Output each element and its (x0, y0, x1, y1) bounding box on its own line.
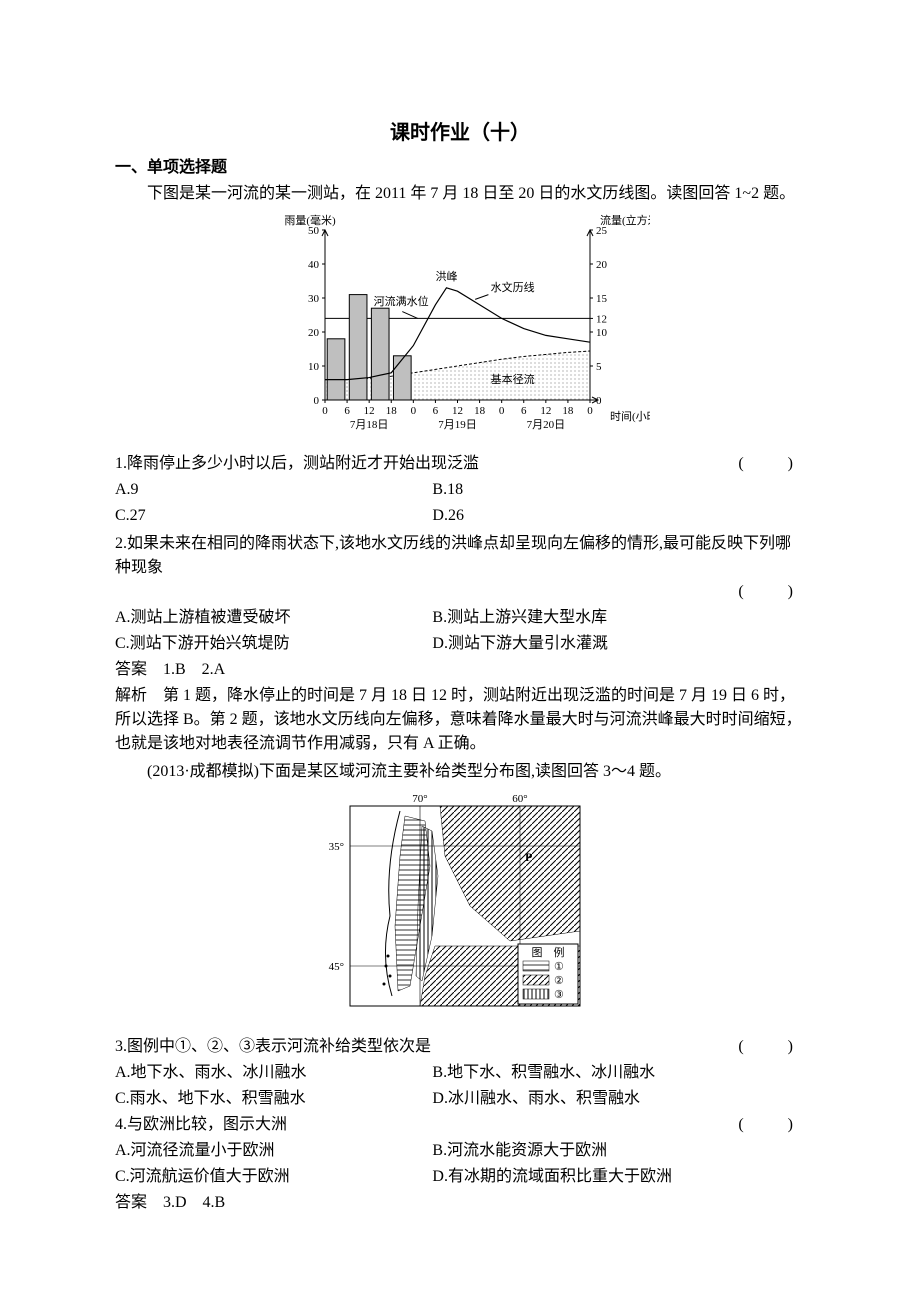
svg-text:6: 6 (433, 405, 439, 417)
q2-options-row2: C.测站下游开始兴筑堤防 D.测站下游大量引水灌溉 (115, 632, 805, 656)
q4-options-row1: A.河流径流量小于欧洲 B.河流水能资源大于欧洲 (115, 1139, 805, 1163)
chart-1-container: 0102030405005101215202506121806121806121… (115, 210, 805, 448)
q1-text: 1.降雨停止多少小时以后，测站附近才开始出现泛滥 (115, 452, 738, 476)
q4-text: 4.与欧洲比较，图示大洲 (115, 1113, 738, 1137)
svg-text:20: 20 (308, 327, 320, 339)
svg-text:洪峰: 洪峰 (435, 269, 457, 283)
q1-opt-a: A.9 (115, 478, 432, 502)
svg-text:12: 12 (364, 405, 375, 417)
svg-text:0: 0 (322, 405, 328, 417)
svg-text:P: P (525, 850, 532, 864)
svg-text:12: 12 (452, 405, 463, 417)
q4-opt-b: B.河流水能资源大于欧洲 (432, 1139, 805, 1163)
section-header: 一、单项选择题 (115, 156, 805, 180)
intro-text-2: (2013·成都模拟)下面是某区域河流主要补给类型分布图,读图回答 3～4 题。 (115, 760, 805, 784)
q1-opt-d: D.26 (432, 504, 805, 528)
svg-text:12: 12 (540, 405, 551, 417)
svg-text:5: 5 (596, 361, 602, 373)
q4-options-row2: C.河流航运价值大于欧洲 D.有冰期的流域面积比重大于欧洲 (115, 1165, 805, 1189)
q4-opt-a: A.河流径流量小于欧洲 (115, 1139, 432, 1163)
question-4: 4.与欧洲比较，图示大洲 ( ) (115, 1113, 805, 1137)
answer-blank: ( ) (738, 1035, 805, 1059)
svg-text:30: 30 (308, 293, 320, 305)
q4-opt-d: D.有冰期的流域面积比重大于欧洲 (432, 1165, 805, 1189)
q3-text: 3.图例中①、②、③表示河流补给类型依次是 (115, 1035, 738, 1059)
svg-text:18: 18 (562, 405, 574, 417)
svg-text:7月18日: 7月18日 (350, 419, 389, 431)
region-map: 70° 60° 35° 45° P 图 例 ① ② ③ (310, 788, 610, 1023)
svg-text:10: 10 (308, 361, 320, 373)
svg-text:20: 20 (596, 259, 608, 271)
q2-paren-row: ( ) (115, 580, 805, 604)
hydrograph-chart: 0102030405005101215202506121806121806121… (270, 210, 650, 440)
q2-opt-b: B.测站上游兴建大型水库 (432, 606, 805, 630)
svg-text:10: 10 (596, 327, 608, 339)
svg-text:流量(立方米/秒): 流量(立方米/秒) (600, 213, 650, 227)
answer-blank: ( ) (738, 452, 805, 476)
svg-text:15: 15 (596, 293, 608, 305)
answer-34: 答案 3.D 4.B (115, 1191, 805, 1215)
svg-text:0: 0 (499, 405, 505, 417)
analysis-12: 解析 第 1 题，降水停止的时间是 7 月 18 日 12 时，测站附近出现泛滥… (115, 684, 805, 756)
svg-text:图 例: 图 例 (532, 945, 565, 959)
svg-text:0: 0 (587, 405, 593, 417)
svg-text:雨量(毫米): 雨量(毫米) (284, 213, 336, 227)
q2-options-row1: A.测站上游植被遭受破坏 B.测站上游兴建大型水库 (115, 606, 805, 630)
answer-blank: ( ) (738, 580, 805, 604)
q3-opt-d: D.冰川融水、雨水、积雪融水 (432, 1087, 805, 1111)
svg-text:②: ② (554, 975, 564, 987)
answer-12: 答案 1.B 2.A (115, 658, 805, 682)
svg-text:③: ③ (554, 989, 564, 1001)
question-1: 1.降雨停止多少小时以后，测站附近才开始出现泛滥 ( ) (115, 452, 805, 476)
svg-text:7月20日: 7月20日 (527, 419, 566, 431)
q1-options-row2: C.27 D.26 (115, 504, 805, 528)
svg-text:18: 18 (474, 405, 486, 417)
q3-opt-b: B.地下水、积雪融水、冰川融水 (432, 1061, 805, 1085)
q1-opt-c: C.27 (115, 504, 432, 528)
svg-text:6: 6 (344, 405, 350, 417)
q3-options-row1: A.地下水、雨水、冰川融水 B.地下水、积雪融水、冰川融水 (115, 1061, 805, 1085)
map-container: 70° 60° 35° 45° P 图 例 ① ② ③ (115, 788, 805, 1031)
svg-text:60°: 60° (512, 793, 527, 805)
svg-text:0: 0 (314, 395, 320, 407)
svg-text:6: 6 (521, 405, 527, 417)
q2-opt-d: D.测站下游大量引水灌溉 (432, 632, 805, 656)
intro-text-1: 下图是某一河流的某一测站，在 2011 年 7 月 18 日至 20 日的水文历… (115, 182, 805, 206)
svg-text:12: 12 (596, 313, 607, 325)
svg-text:河流满水位: 河流满水位 (374, 294, 429, 308)
question-3: 3.图例中①、②、③表示河流补给类型依次是 ( ) (115, 1035, 805, 1059)
svg-text:70°: 70° (412, 793, 427, 805)
svg-text:7月19日: 7月19日 (438, 419, 477, 431)
q1-opt-b: B.18 (432, 478, 805, 502)
q2-text: 2.如果未来在相同的降雨状态下,该地水文历线的洪峰点却呈现向左偏移的情形,最可能… (115, 532, 805, 580)
page-title: 课时作业（十） (115, 118, 805, 148)
svg-text:①: ① (554, 961, 564, 973)
svg-text:0: 0 (596, 395, 602, 407)
svg-text:基本径流: 基本径流 (491, 372, 535, 386)
svg-text:40: 40 (308, 259, 320, 271)
svg-text:18: 18 (386, 405, 398, 417)
svg-text:45°: 45° (329, 961, 344, 973)
q4-opt-c: C.河流航运价值大于欧洲 (115, 1165, 432, 1189)
q3-opt-a: A.地下水、雨水、冰川融水 (115, 1061, 432, 1085)
svg-text:0: 0 (411, 405, 417, 417)
svg-text:时间(小时): 时间(小时) (610, 410, 650, 423)
question-2: 2.如果未来在相同的降雨状态下,该地水文历线的洪峰点却呈现向左偏移的情形,最可能… (115, 532, 805, 580)
q2-opt-a: A.测站上游植被遭受破坏 (115, 606, 432, 630)
svg-text:水文历线: 水文历线 (491, 280, 535, 294)
q2-opt-c: C.测站下游开始兴筑堤防 (115, 632, 432, 656)
answer-blank: ( ) (738, 1113, 805, 1137)
q3-opt-c: C.雨水、地下水、积雪融水 (115, 1087, 432, 1111)
q3-options-row2: C.雨水、地下水、积雪融水 D.冰川融水、雨水、积雪融水 (115, 1087, 805, 1111)
svg-text:35°: 35° (329, 841, 344, 853)
q1-options-row1: A.9 B.18 (115, 478, 805, 502)
